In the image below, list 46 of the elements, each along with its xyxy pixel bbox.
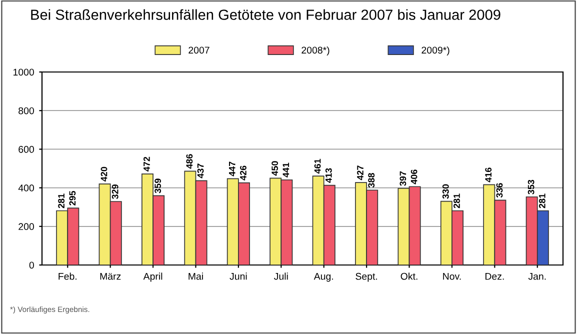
data-label: 295 <box>69 190 76 206</box>
x-tick-label: Nov. <box>443 272 461 280</box>
data-label: 359 <box>154 178 162 194</box>
data-label: 281 <box>538 194 546 208</box>
x-tick-label: April <box>143 272 162 282</box>
data-label: 416 <box>485 168 492 182</box>
data-label: 388 <box>368 173 375 188</box>
x-tick-label: März <box>100 272 121 280</box>
x-tick-label: Feb. <box>58 272 76 280</box>
y-tick-label: 200 <box>18 223 34 230</box>
data-label: 486 <box>186 154 193 169</box>
chart-title: Bei Straßenverkehrsunfällen Getötete von Februar 2007 bis Januar 2009 <box>31 9 500 20</box>
y-tick-label: 0 <box>29 262 34 269</box>
x-tick-label: Jan. <box>528 272 546 280</box>
data-label: 461 <box>314 158 321 174</box>
data-label: 450 <box>272 161 278 176</box>
data-label: 397 <box>400 171 406 186</box>
y-tick-label: 1000 <box>13 68 34 76</box>
x-tick-label: Dez. <box>485 272 504 280</box>
data-label: 426 <box>240 166 246 180</box>
x-tick-label: Aug. <box>314 272 333 282</box>
data-label: 413 <box>325 168 332 183</box>
data-label: 427 <box>357 166 364 180</box>
x-tick-label: Mai <box>188 272 203 280</box>
data-label: 447 <box>229 162 236 176</box>
x-tick-label: Juli <box>274 272 288 280</box>
data-label: 281 <box>454 194 460 208</box>
data-label: 329 <box>112 184 118 199</box>
x-tick-label: Sept. <box>356 272 378 282</box>
data-label: 330 <box>442 184 449 199</box>
legend-label: 2007 <box>188 46 210 54</box>
data-label: 437 <box>197 164 204 178</box>
data-label: 406 <box>410 170 418 184</box>
data-label: 441 <box>282 162 290 178</box>
data-label: 281 <box>58 194 64 208</box>
legend-label: 2008*) <box>302 46 330 56</box>
x-tick-label: Okt. <box>400 272 418 280</box>
y-tick-label: 400 <box>18 184 34 192</box>
y-tick-label: 600 <box>18 146 34 153</box>
data-label: 420 <box>100 166 108 182</box>
data-label: 336 <box>496 183 503 198</box>
data-label: 472 <box>144 156 150 172</box>
data-label: 353 <box>528 180 534 194</box>
y-tick-label: 800 <box>18 107 34 114</box>
x-tick-label: Juni <box>230 272 247 280</box>
legend-label: 2009*) <box>422 46 450 56</box>
